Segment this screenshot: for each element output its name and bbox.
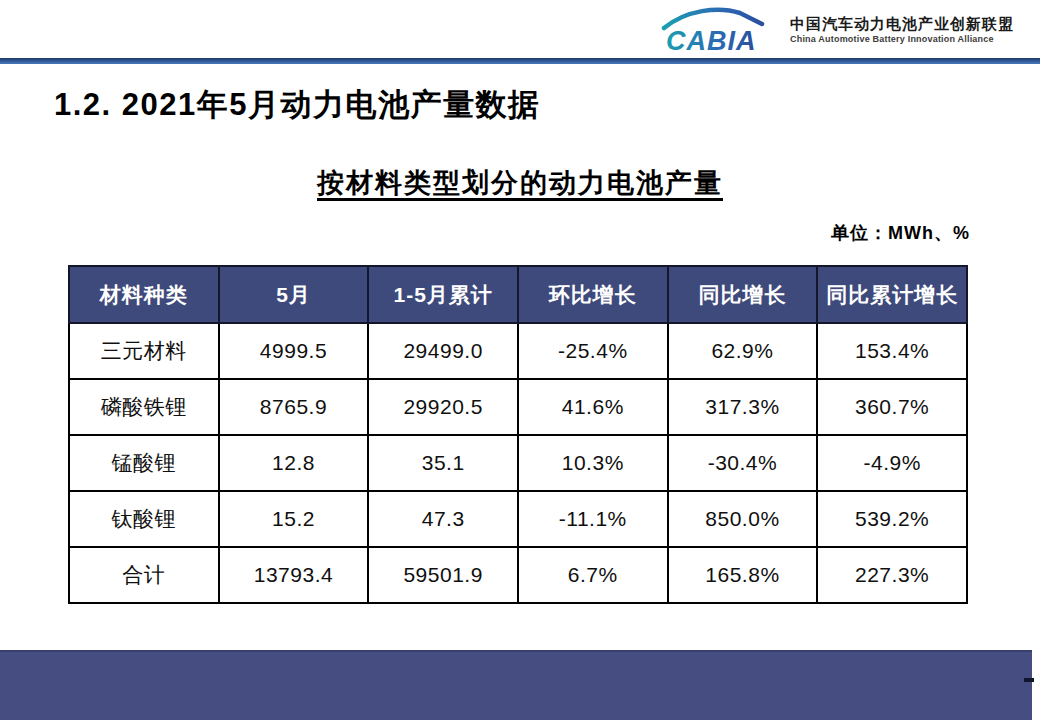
table-row-total: 合计 13793.4 59501.9 6.7% 165.8% 227.3% (69, 547, 967, 603)
table-title-text: 按材料类型划分的动力电池产量 (317, 168, 723, 198)
cell-may: 13793.4 (219, 547, 369, 603)
cell-cumulative: 29499.0 (368, 323, 518, 379)
cell-may: 8765.9 (219, 379, 369, 435)
header-banner: CABIA 中国汽车动力电池产业创新联盟 China Automotive Ba… (0, 0, 1040, 58)
slide: CABIA 中国汽车动力电池产业创新联盟 China Automotive Ba… (0, 0, 1040, 720)
cell-mom-growth: -11.1% (518, 491, 668, 547)
cell-material: 合计 (69, 547, 219, 603)
alliance-name-cn: 中国汽车动力电池产业创新联盟 (790, 15, 1014, 34)
cell-yoy-cum-growth: -4.9% (817, 435, 967, 491)
cell-yoy-growth: 62.9% (668, 323, 818, 379)
cell-yoy-growth: 850.0% (668, 491, 818, 547)
cabia-logo: CABIA 中国汽车动力电池产业创新联盟 China Automotive Ba… (660, 4, 1014, 56)
cell-material: 钛酸锂 (69, 491, 219, 547)
cell-cumulative: 29920.5 (368, 379, 518, 435)
cell-cumulative: 59501.9 (368, 547, 518, 603)
table-title: 按材料类型划分的动力电池产量 (0, 165, 1040, 201)
cell-may: 12.8 (219, 435, 369, 491)
cell-yoy-growth: 165.8% (668, 547, 818, 603)
cell-cumulative: 47.3 (368, 491, 518, 547)
cell-yoy-growth: -30.4% (668, 435, 818, 491)
cell-mom-growth: -25.4% (518, 323, 668, 379)
col-header-mom-growth: 环比增长 (518, 266, 668, 323)
cell-yoy-cum-growth: 153.4% (817, 323, 967, 379)
cell-yoy-cum-growth: 539.2% (817, 491, 967, 547)
table-header-row: 材料种类 5月 1-5月累计 环比增长 同比增长 同比累计增长 (69, 266, 967, 323)
cell-may: 4999.5 (219, 323, 369, 379)
cabia-logo-icon: CABIA (660, 4, 778, 56)
table-row-lto: 钛酸锂 15.2 47.3 -11.1% 850.0% 539.2% (69, 491, 967, 547)
table-row-ternary: 三元材料 4999.5 29499.0 -25.4% 62.9% 153.4% (69, 323, 967, 379)
cell-mom-growth: 10.3% (518, 435, 668, 491)
cell-mom-growth: 41.6% (518, 379, 668, 435)
footer-bar (0, 650, 1032, 720)
table-row-lfp: 磷酸铁锂 8765.9 29920.5 41.6% 317.3% 360.7% (69, 379, 967, 435)
col-header-material: 材料种类 (69, 266, 219, 323)
cell-material: 锰酸锂 (69, 435, 219, 491)
alliance-name-en: China Automotive Battery Innovation Alli… (790, 34, 1014, 46)
footer-accent (1024, 678, 1034, 682)
cell-material: 三元材料 (69, 323, 219, 379)
unit-note: 单位：MWh、% (831, 221, 970, 245)
col-header-cumulative: 1-5月累计 (368, 266, 518, 323)
cell-yoy-growth: 317.3% (668, 379, 818, 435)
page-title: 1.2. 2021年5月动力电池产量数据 (54, 84, 541, 126)
cell-may: 15.2 (219, 491, 369, 547)
header-divider-line (0, 58, 1040, 64)
cell-material: 磷酸铁锂 (69, 379, 219, 435)
cell-yoy-cum-growth: 227.3% (817, 547, 967, 603)
cabia-brand-text: CABIA (666, 26, 757, 56)
table-row-lmo: 锰酸锂 12.8 35.1 10.3% -30.4% -4.9% (69, 435, 967, 491)
col-header-may: 5月 (219, 266, 369, 323)
cell-yoy-cum-growth: 360.7% (817, 379, 967, 435)
cell-cumulative: 35.1 (368, 435, 518, 491)
cell-mom-growth: 6.7% (518, 547, 668, 603)
col-header-yoy-cum-growth: 同比累计增长 (817, 266, 967, 323)
battery-production-table: 材料种类 5月 1-5月累计 环比增长 同比增长 同比累计增长 三元材料 499… (68, 265, 968, 604)
cabia-logo-names: 中国汽车动力电池产业创新联盟 China Automotive Battery … (790, 15, 1014, 45)
col-header-yoy-growth: 同比增长 (668, 266, 818, 323)
